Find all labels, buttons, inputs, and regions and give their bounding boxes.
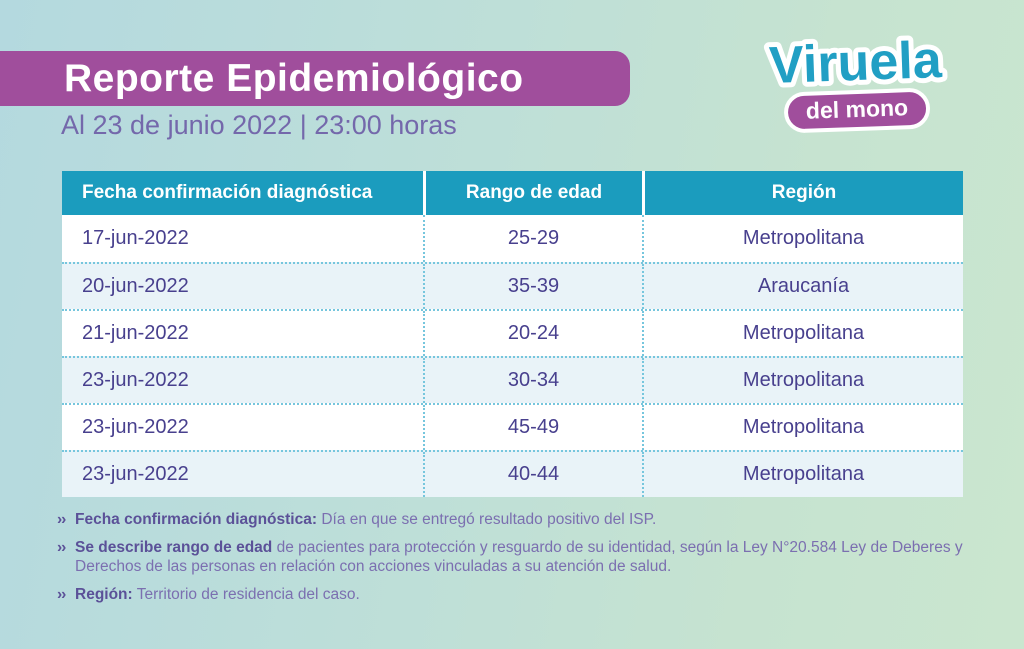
cell-region: Metropolitana [642,311,963,356]
footnote-text: Fecha confirmación diagnóstica: Día en q… [75,510,656,529]
cell-rango-edad: 35-39 [423,264,642,309]
report-date-subtitle: Al 23 de junio 2022 | 23:00 horas [61,110,457,140]
logo-pill-del-mono: del mono [783,87,931,134]
footnote-bullet: ›› [57,511,66,528]
cell-rango-edad: 30-34 [423,358,642,403]
footnote-bullet: ›› [57,586,66,603]
cases-table: Fecha confirmación diagnóstica Rango de … [62,171,963,497]
logo-wordmark-svg: Viruela [763,26,948,98]
page-title: Reporte Epidemiológico [64,56,524,100]
footnote-item: ›› Se describe rango de edad de paciente… [57,538,971,576]
title-banner: Reporte Epidemiológico [0,51,630,106]
footnote-rest: Día en que se entregó resultado positivo… [317,511,657,528]
cell-fecha-confirmacion: 23-jun-2022 [82,369,189,391]
footnote-bold-lead: Se describe rango de edad [75,539,273,556]
viruela-del-mono-logo: Viruela del mono [736,26,975,135]
cell-rango-edad: 20-24 [423,311,642,356]
logo-word-viruela: Viruela [768,31,943,95]
cell-rango-edad: 40-44 [423,452,642,497]
column-header-region: Región [642,171,963,215]
column-header-rango-edad: Rango de edad [423,171,642,215]
table-row: 23-jun-2022 30-34 Metropolitana [62,356,963,403]
cell-fecha-confirmacion: 23-jun-2022 [82,463,189,485]
footnote-text: Región: Territorio de residencia del cas… [75,585,360,604]
cell-region: Metropolitana [642,215,963,262]
cell-rango-edad: 25-29 [423,215,642,262]
table-row: 20-jun-2022 35-39 Araucanía [62,262,963,309]
cell-fecha-confirmacion: 21-jun-2022 [82,322,189,344]
footnote-bold-lead: Región: [75,586,133,603]
table-row: 23-jun-2022 45-49 Metropolitana [62,403,963,450]
cell-region: Metropolitana [642,358,963,403]
cell-rango-edad: 45-49 [423,405,642,450]
footnote-bullet: ›› [57,539,66,556]
footnotes: ›› Fecha confirmación diagnóstica: Día e… [57,510,971,613]
column-header-fecha: Fecha confirmación diagnóstica [82,182,373,203]
cell-region: Araucanía [642,264,963,309]
table-row: 23-jun-2022 40-44 Metropolitana [62,450,963,497]
table-row: 17-jun-2022 25-29 Metropolitana [62,215,963,262]
cell-region: Metropolitana [642,452,963,497]
table-body: 17-jun-2022 25-29 Metropolitana 20-jun-2… [62,215,963,497]
cell-fecha-confirmacion: 17-jun-2022 [82,227,189,249]
footnote-item: ›› Fecha confirmación diagnóstica: Día e… [57,510,971,529]
cell-fecha-confirmacion: 23-jun-2022 [82,416,189,438]
cell-fecha-confirmacion: 20-jun-2022 [82,275,189,297]
table-header-row: Fecha confirmación diagnóstica Rango de … [62,171,963,215]
footnote-bold-lead: Fecha confirmación diagnóstica: [75,511,318,528]
footnote-item: ›› Región: Territorio de residencia del … [57,585,971,604]
footnote-rest: de pacientes para protección y resguardo… [75,539,963,575]
table-row: 21-jun-2022 20-24 Metropolitana [62,309,963,356]
cell-region: Metropolitana [642,405,963,450]
footnote-rest: Territorio de residencia del caso. [132,586,360,603]
footnote-text: Se describe rango de edad de pacientes p… [75,538,971,576]
